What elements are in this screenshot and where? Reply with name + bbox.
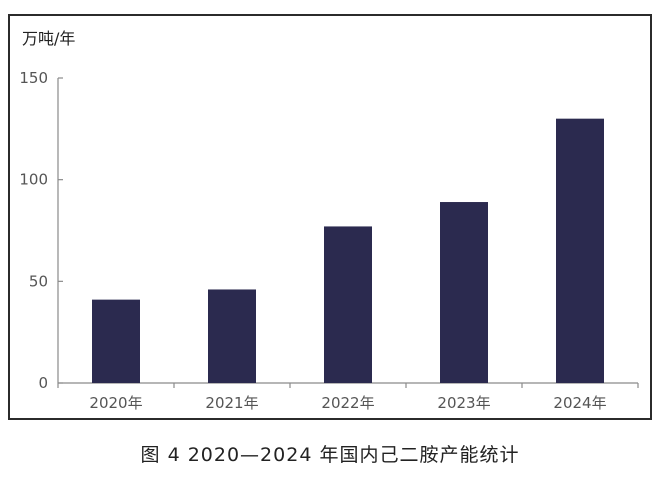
bar-2020年: [92, 299, 140, 383]
x-tick-label: 2020年: [89, 394, 142, 412]
bar-2023年: [440, 202, 488, 383]
x-tick-label: 2024年: [553, 394, 606, 412]
y-tick-label: 0: [38, 374, 48, 392]
bar-2021年: [208, 289, 256, 383]
y-tick-label: 150: [19, 69, 48, 87]
bar-2024年: [556, 118, 604, 384]
chart-frame: 万吨/年 0 50 100 150 2020年 2021年 2022年 2023年 2024年: [8, 14, 652, 420]
y-tick-label: 50: [29, 272, 48, 290]
x-tick-label: 2021年: [205, 394, 258, 412]
x-axis: 2020年 2021年 2022年 2023年 2024年: [57, 382, 639, 412]
y-unit-label: 万吨/年: [22, 29, 75, 48]
y-tick-label: 100: [19, 171, 48, 189]
bar-2022年: [324, 226, 372, 383]
y-axis: 0 50 100 150: [19, 69, 63, 392]
bar-chart: 万吨/年 0 50 100 150 2020年 2021年 2022年 2023年 2024年: [19, 29, 639, 412]
figure-caption: 图 4 2020—2024 年国内己二胺产能统计: [140, 444, 520, 466]
bars: [92, 118, 604, 384]
x-tick-label: 2022年: [321, 394, 374, 412]
x-tick-label: 2023年: [437, 394, 490, 412]
